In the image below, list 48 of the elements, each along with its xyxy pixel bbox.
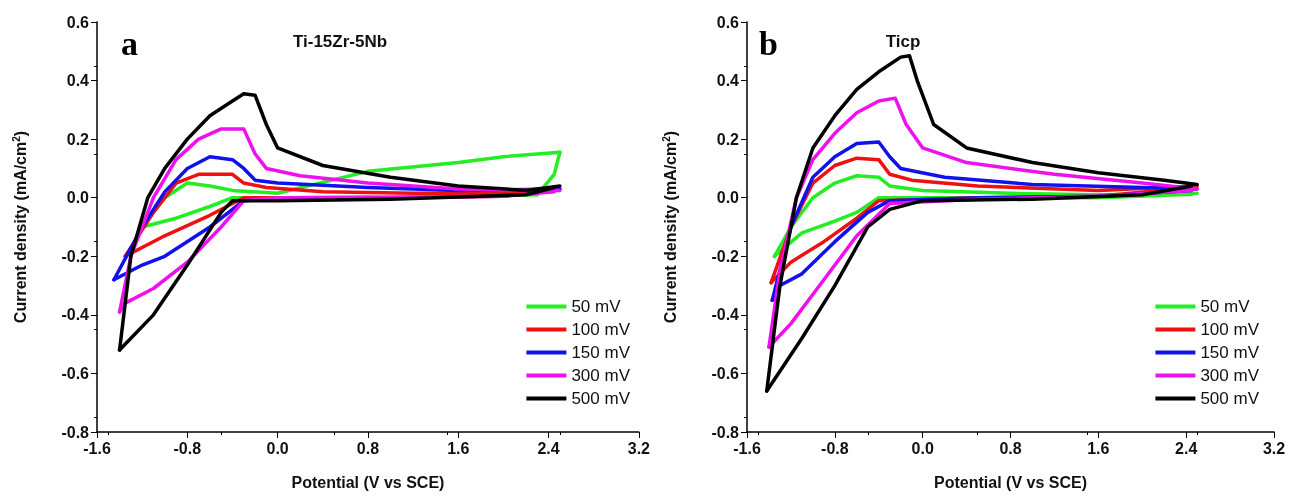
legend-label: 100 mV — [1200, 320, 1260, 339]
y-tick-label: 0.0 — [716, 189, 740, 207]
legend-label: 300 mV — [1200, 366, 1260, 385]
annotation: a — [121, 24, 138, 62]
x-tick-label: -0.8 — [173, 439, 202, 457]
x-tick-label: 3.2 — [627, 439, 651, 457]
y-tick-label: 0.4 — [716, 72, 740, 90]
legend-label: 50 mV — [571, 297, 622, 316]
y-tick-label: -0.6 — [711, 364, 740, 382]
legend-label: 500 mV — [571, 389, 631, 408]
y-tick-label: 0.4 — [66, 72, 90, 90]
x-tick-label: -1.6 — [733, 439, 761, 457]
y-tick-label: 0.2 — [716, 130, 740, 148]
y-tick-label: -0.8 — [61, 423, 90, 441]
y-tick-label: 0.6 — [66, 13, 90, 31]
annotation: b — [759, 24, 778, 62]
y-tick-label: 0.0 — [66, 189, 90, 207]
x-tick-label: 0.0 — [911, 439, 934, 457]
legend-label: 100 mV — [571, 320, 631, 339]
legend-label: 150 mV — [571, 343, 631, 362]
y-tick-label: -0.4 — [61, 306, 90, 324]
y-tick-label: -0.2 — [61, 247, 90, 265]
x-tick-label: 0.0 — [266, 439, 289, 457]
y-axis-title: Current density (mA/cm2) — [10, 130, 29, 324]
y-tick-label: 0.2 — [66, 130, 90, 148]
y-axis-title: Current density (mA/cm2) — [660, 130, 679, 324]
y-tick-label: -0.4 — [711, 306, 740, 324]
y-tick-label: 0.6 — [716, 13, 740, 31]
y-tick-label: -0.8 — [711, 423, 740, 441]
x-tick-label: -0.8 — [821, 439, 849, 457]
x-tick-label: 2.4 — [1175, 439, 1198, 457]
legend-label: 500 mV — [1200, 389, 1260, 408]
legend-label: 150 mV — [1200, 343, 1260, 362]
legend-label: 50 mV — [1200, 297, 1251, 316]
y-tick-label: -0.6 — [61, 364, 90, 382]
text: Ti-15Zr-5Nb — [292, 32, 388, 51]
y-tick-label: -0.2 — [711, 247, 740, 265]
legend-label: 300 mV — [571, 366, 631, 385]
x-axis-title: Potential (V vs SCE) — [934, 473, 1087, 491]
x-tick-label: 1.6 — [447, 439, 470, 457]
x-tick-label: 0.8 — [999, 439, 1022, 457]
x-tick-label: 2.4 — [537, 439, 560, 457]
x-tick-label: 1.6 — [1087, 439, 1110, 457]
x-axis-title: Potential (V vs SCE) — [291, 473, 445, 491]
x-tick-label: 0.8 — [356, 439, 380, 457]
x-tick-label: -1.6 — [83, 439, 111, 457]
text: Ticp — [885, 32, 921, 51]
x-tick-label: 3.2 — [1262, 439, 1286, 457]
